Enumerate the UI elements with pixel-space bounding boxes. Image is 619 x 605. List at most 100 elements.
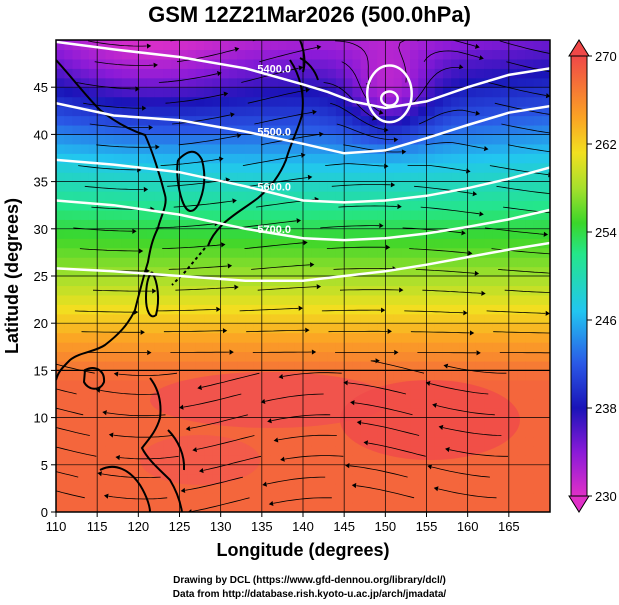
field-cell bbox=[393, 493, 403, 504]
field-cell bbox=[303, 181, 312, 192]
field-cell bbox=[212, 106, 222, 117]
field-cell bbox=[418, 124, 428, 135]
field-cell bbox=[327, 68, 337, 79]
streamline-arrow bbox=[566, 151, 570, 156]
streamline-arrow bbox=[552, 330, 556, 335]
field-cell bbox=[434, 40, 444, 51]
field-cell bbox=[294, 162, 304, 173]
field-cell bbox=[56, 209, 65, 220]
field-cell bbox=[451, 191, 461, 202]
field-cell bbox=[105, 464, 115, 475]
field-cell bbox=[459, 266, 469, 277]
field-cell bbox=[385, 200, 395, 211]
field-cell bbox=[195, 483, 205, 494]
field-cell bbox=[187, 162, 197, 173]
field-cell bbox=[335, 77, 345, 88]
field-cell bbox=[64, 124, 74, 135]
field-cell bbox=[492, 153, 502, 164]
field-cell bbox=[228, 115, 238, 126]
field-cell bbox=[121, 304, 131, 315]
field-cell bbox=[195, 134, 205, 145]
streamline bbox=[83, 102, 142, 109]
field-cell bbox=[319, 276, 329, 287]
field-cell bbox=[344, 77, 353, 88]
field-cell bbox=[220, 115, 230, 126]
field-cell bbox=[253, 49, 263, 60]
field-cell bbox=[508, 464, 518, 475]
field-cell bbox=[410, 360, 419, 371]
field-cell bbox=[385, 285, 395, 296]
field-cell bbox=[303, 257, 312, 268]
streamline-arrow bbox=[113, 371, 119, 377]
streamline-arrow bbox=[307, 174, 313, 180]
field-cell bbox=[88, 408, 98, 419]
field-cell bbox=[467, 153, 477, 164]
field-cell bbox=[72, 323, 82, 334]
streamline bbox=[499, 40, 550, 54]
field-cell bbox=[311, 304, 321, 315]
field-cell bbox=[459, 191, 469, 202]
streamline bbox=[79, 248, 139, 252]
field-cell bbox=[303, 351, 312, 362]
field-cell bbox=[484, 360, 493, 371]
field-cell bbox=[335, 304, 345, 315]
field-cell bbox=[270, 172, 279, 183]
field-cell bbox=[377, 285, 386, 296]
field-cell bbox=[130, 427, 139, 438]
field-cell bbox=[130, 342, 139, 353]
field-cell bbox=[80, 342, 90, 353]
streamline bbox=[447, 365, 507, 374]
field-cell bbox=[484, 304, 493, 315]
field-cell bbox=[451, 96, 461, 107]
field-cell bbox=[64, 304, 74, 315]
field-cell bbox=[261, 181, 271, 192]
field-cell bbox=[88, 219, 98, 230]
field-cell bbox=[377, 502, 386, 512]
field-cell bbox=[475, 106, 485, 117]
contour-line bbox=[56, 158, 550, 204]
field-cell bbox=[228, 266, 238, 277]
field-cell bbox=[130, 228, 139, 239]
field-cell bbox=[492, 49, 502, 60]
field-cell bbox=[286, 436, 296, 447]
field-cell bbox=[344, 96, 353, 107]
field-cell bbox=[113, 209, 123, 220]
field-cell bbox=[525, 398, 535, 409]
field-cell bbox=[121, 389, 131, 400]
field-cell bbox=[475, 200, 485, 211]
field-cell bbox=[377, 40, 386, 51]
field-cell bbox=[360, 172, 370, 183]
field-cell bbox=[517, 445, 526, 456]
field-cell bbox=[228, 200, 238, 211]
field-cell bbox=[401, 294, 411, 305]
streamline bbox=[106, 412, 166, 417]
field-cell bbox=[80, 266, 90, 277]
field-cell bbox=[97, 172, 106, 183]
field-cell bbox=[163, 172, 172, 183]
field-cell bbox=[475, 342, 485, 353]
field-cell bbox=[327, 427, 337, 438]
field-cell bbox=[187, 313, 197, 324]
field-cell bbox=[56, 342, 65, 353]
field-cell bbox=[237, 257, 246, 268]
streamline-arrow bbox=[557, 271, 561, 276]
field-cell bbox=[368, 219, 378, 230]
field-cell bbox=[204, 360, 214, 371]
field-cell bbox=[533, 219, 543, 230]
field-cell bbox=[434, 247, 444, 258]
streamline-arrow bbox=[345, 463, 350, 469]
field-cell bbox=[533, 313, 543, 324]
field-cell bbox=[385, 40, 395, 51]
field-cell bbox=[352, 134, 362, 145]
field-cell bbox=[237, 294, 246, 305]
field-cell bbox=[541, 464, 550, 475]
field-cell bbox=[237, 313, 246, 324]
field-cell bbox=[393, 351, 403, 362]
colorbar-tick-label: 238 bbox=[595, 401, 617, 416]
field-cell bbox=[500, 257, 510, 268]
field-cell bbox=[303, 445, 312, 456]
field-cell bbox=[72, 379, 82, 390]
field-cell bbox=[434, 276, 444, 287]
field-cell bbox=[500, 502, 510, 512]
field-cell bbox=[80, 304, 90, 315]
